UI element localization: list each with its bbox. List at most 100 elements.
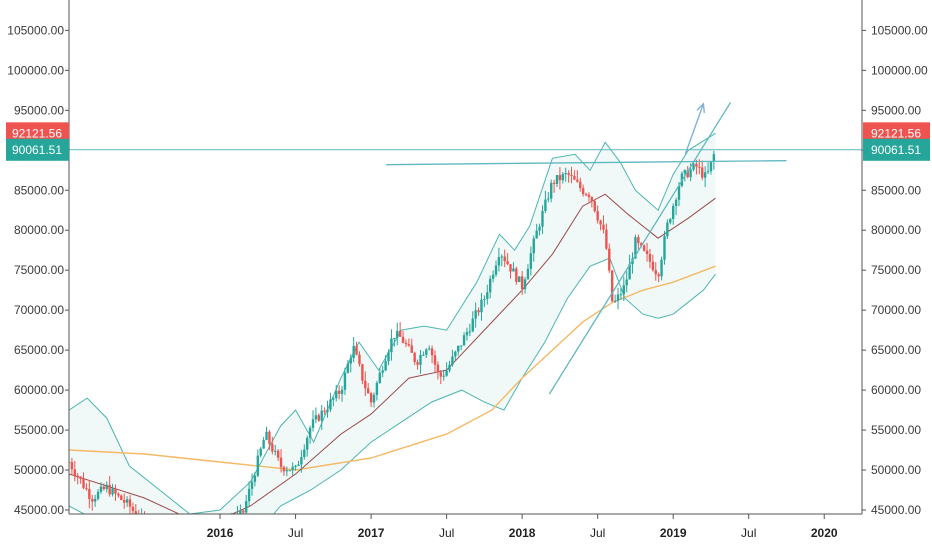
- candle-down: [552, 182, 556, 184]
- candle-up: [706, 171, 710, 173]
- candle-up: [288, 470, 291, 472]
- candle-down: [645, 250, 649, 254]
- candle-down: [79, 476, 82, 479]
- candle-up: [427, 348, 431, 350]
- candle-down: [268, 431, 271, 444]
- candle-up: [250, 481, 254, 489]
- candle-up: [256, 455, 260, 476]
- candle-down: [361, 364, 364, 381]
- candle-up: [689, 169, 692, 178]
- candle-up: [494, 265, 498, 275]
- candle-down: [573, 175, 576, 180]
- candle-up: [111, 488, 114, 495]
- candle-down: [413, 352, 416, 362]
- candle-down: [436, 364, 440, 373]
- candle-up: [99, 486, 103, 492]
- candle-up: [529, 253, 533, 269]
- candle-down: [131, 506, 135, 512]
- candle-up: [332, 398, 335, 400]
- candle-up: [384, 361, 387, 371]
- candle-down: [590, 197, 594, 201]
- candle-down: [276, 450, 280, 458]
- candle-up: [294, 465, 297, 467]
- moving-average-short-line: [69, 193, 716, 514]
- price-tag-left-text: 92121.56: [12, 126, 62, 140]
- candle-down: [651, 261, 655, 271]
- x-tick-label: Jul: [439, 526, 454, 540]
- candle-down: [364, 380, 367, 389]
- candle-up: [518, 276, 521, 282]
- y-tick-label-right: 75000.00: [871, 263, 921, 277]
- bollinger-band-fill: [69, 133, 716, 514]
- candle-up: [320, 410, 323, 421]
- candle-up: [262, 439, 265, 449]
- candle-up: [419, 355, 422, 365]
- candle-up: [703, 172, 707, 178]
- candle-down: [282, 467, 286, 472]
- candle-up: [497, 257, 501, 266]
- candle-up: [93, 498, 97, 502]
- plot-area[interactable]: [68, 101, 862, 550]
- candle-up: [372, 394, 376, 403]
- candle-up: [538, 226, 541, 231]
- candle-down: [355, 345, 358, 355]
- candle-up: [663, 236, 666, 260]
- candle-up: [561, 174, 565, 181]
- candle-up: [622, 285, 626, 295]
- candle-down: [596, 211, 599, 221]
- candle-up: [564, 173, 567, 175]
- candle-down: [477, 310, 480, 313]
- candle-down: [114, 488, 117, 494]
- y-tick-label-right: 65000.00: [871, 343, 921, 357]
- candle-down: [567, 173, 570, 175]
- y-tick-label-left: 85000.00: [14, 183, 64, 197]
- candle-up: [544, 199, 547, 211]
- candle-down: [648, 253, 652, 262]
- time-axis[interactable]: 2016 Jul 2017 Jul 2018 Jul 2019 Jul 2020: [207, 514, 838, 540]
- candle-down: [642, 245, 646, 251]
- candle-down: [410, 345, 413, 353]
- candle-up: [541, 210, 544, 227]
- candle-down: [599, 220, 602, 225]
- candle-down: [579, 181, 582, 189]
- candle-down: [69, 462, 71, 464]
- candle-down: [637, 237, 640, 244]
- candle-down: [605, 229, 608, 249]
- candle-down: [587, 194, 591, 198]
- candle-down: [608, 248, 611, 271]
- candle-up: [329, 399, 332, 410]
- candle-up: [666, 222, 669, 237]
- candle-up: [462, 335, 466, 346]
- candle-up: [378, 372, 382, 383]
- candle-up: [311, 419, 315, 428]
- y-tick-label-right: 60000.00: [871, 383, 921, 397]
- candle-down: [654, 270, 657, 275]
- candle-up: [660, 259, 663, 277]
- candle-up: [619, 294, 623, 296]
- price-tag-right: [863, 138, 930, 161]
- candle-up: [291, 466, 294, 471]
- candle-up: [375, 382, 379, 395]
- candle-down: [506, 261, 509, 265]
- candle-up: [300, 456, 303, 465]
- y-tick-label-left: 55000.00: [14, 423, 64, 437]
- trendline: [386, 160, 787, 166]
- candle-up: [308, 427, 312, 438]
- arrow-shaft: [684, 103, 705, 155]
- candle-down: [279, 457, 283, 468]
- candle-down: [520, 276, 524, 290]
- candle-down: [401, 336, 405, 343]
- candle-down: [698, 166, 701, 168]
- candle-up: [616, 294, 620, 301]
- candle-up: [349, 357, 352, 364]
- candle-down: [695, 163, 698, 167]
- y-tick-label-right: 70000.00: [871, 303, 921, 317]
- candle-down: [73, 469, 77, 476]
- candle-up: [451, 356, 454, 365]
- x-tick-label: Jul: [288, 526, 303, 540]
- candle-up: [491, 274, 495, 279]
- candle-down: [317, 415, 321, 421]
- candle-up: [352, 345, 355, 358]
